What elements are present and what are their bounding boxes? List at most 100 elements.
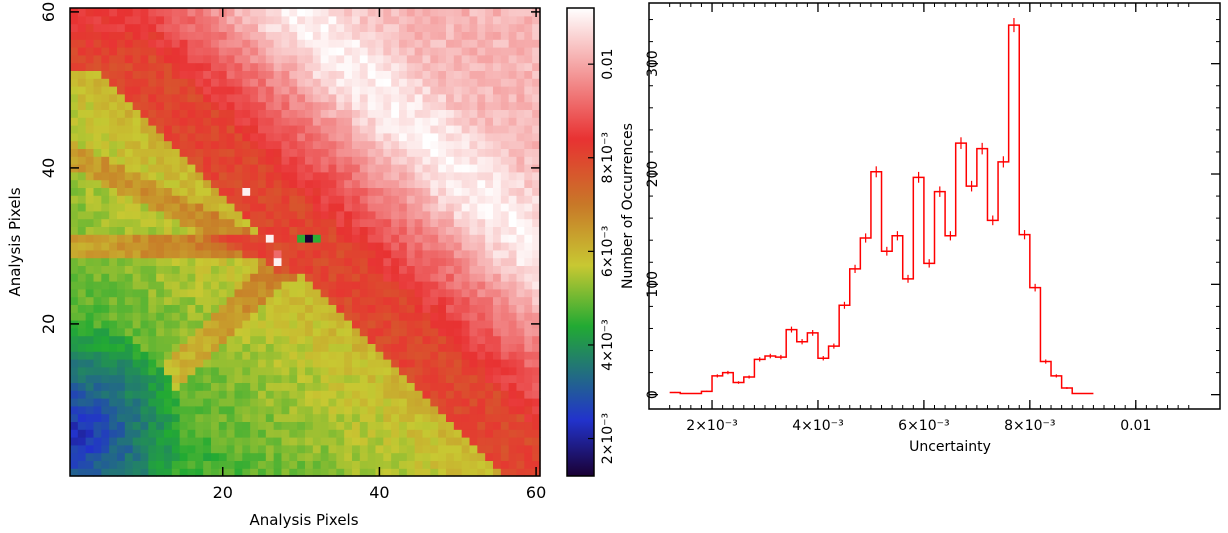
heatmap-cell <box>164 281 173 290</box>
heatmap-cell <box>171 148 181 157</box>
heatmap-cell <box>469 47 478 56</box>
heatmap-cell <box>258 304 267 313</box>
heatmap-cell <box>453 15 463 25</box>
heatmap-cell <box>438 398 447 407</box>
heatmap-cell <box>140 460 149 469</box>
heatmap-cell <box>156 421 165 430</box>
heatmap-cell <box>124 265 134 274</box>
heatmap-cell <box>148 179 157 188</box>
heatmap-cell <box>352 468 361 477</box>
heatmap-cell <box>203 335 212 344</box>
heatmap-cell <box>124 444 134 454</box>
heatmap-cell <box>289 390 298 399</box>
heatmap-cell <box>485 335 494 344</box>
heatmap-cell <box>406 226 416 235</box>
heatmap-cell <box>85 265 95 274</box>
histogram-bars <box>669 17 1094 395</box>
heatmap-cell <box>140 249 149 259</box>
heatmap-cell <box>132 281 142 290</box>
heatmap-cell <box>297 86 306 95</box>
heatmap-cell <box>179 70 189 79</box>
heatmap-cell <box>93 109 102 118</box>
heatmap-cell <box>140 140 149 149</box>
heatmap-cell <box>187 257 196 266</box>
heatmap-cell <box>187 468 196 477</box>
heatmap-cell <box>234 351 243 360</box>
heatmap-cell <box>226 210 236 220</box>
heatmap-cell <box>453 351 463 360</box>
heatmap-cell <box>203 203 212 212</box>
heatmap-cell <box>132 452 142 461</box>
heatmap-cell <box>242 148 251 157</box>
heatmap-cell <box>250 70 259 79</box>
heatmap-cell <box>124 187 134 196</box>
heatmap-cell <box>406 109 416 118</box>
heatmap-cell <box>124 203 134 212</box>
heatmap-cell <box>109 452 118 461</box>
heatmap-cell <box>508 226 518 235</box>
heatmap-cell <box>70 78 79 87</box>
heatmap-cell <box>305 460 314 469</box>
heatmap-cell <box>477 351 486 360</box>
heatmap-cell <box>242 366 251 376</box>
heatmap-cell <box>461 23 471 32</box>
heatmap-cell <box>148 148 157 157</box>
heatmap-cell <box>469 39 478 48</box>
heatmap-cell <box>375 366 384 376</box>
heatmap-cell <box>500 148 510 157</box>
heatmap-cell <box>203 234 212 243</box>
heatmap-cell <box>383 296 392 305</box>
heatmap-cell <box>187 70 196 79</box>
heatmap-cell <box>477 288 486 298</box>
heatmap-cell <box>226 374 236 383</box>
heatmap-cell <box>258 195 267 204</box>
heatmap-cell <box>453 429 463 438</box>
heatmap-cell <box>218 156 228 165</box>
heatmap-cell <box>493 195 502 204</box>
heatmap-cell <box>446 125 455 134</box>
heatmap-cell <box>383 31 392 40</box>
heatmap-cell <box>485 320 494 329</box>
heatmap-cell <box>117 359 126 368</box>
heatmap-cell <box>297 265 306 274</box>
heatmap-cell <box>367 15 377 25</box>
heatmap-cell <box>85 398 95 407</box>
heatmap-cell <box>328 257 337 266</box>
heatmap-cell <box>375 62 384 71</box>
heatmap-cell <box>77 327 87 337</box>
heatmap-cell <box>414 187 424 196</box>
heatmap-cell <box>493 452 502 461</box>
heatmap-cell <box>148 366 157 376</box>
heatmap-cell <box>117 437 126 446</box>
heatmap-cell <box>485 437 494 446</box>
heatmap-cell <box>85 31 95 40</box>
heatmap-cell <box>195 398 204 407</box>
heatmap-cell <box>297 70 306 79</box>
heatmap-cell <box>234 148 243 157</box>
heatmap-cell <box>383 78 392 87</box>
heatmap-cell <box>399 70 408 79</box>
heatmap-cell <box>493 390 502 399</box>
heatmap-cell <box>328 398 337 407</box>
heatmap-cell <box>461 187 471 196</box>
heatmap-cell <box>195 273 204 282</box>
heatmap-cell <box>524 140 533 149</box>
heatmap-cell <box>289 374 298 383</box>
heatmap-cell <box>469 203 478 212</box>
heatmap-cell <box>524 148 533 157</box>
heatmap-cell <box>375 257 384 266</box>
heatmap-cell <box>399 374 408 383</box>
heatmap-cell <box>70 47 79 56</box>
heatmap-cell <box>297 117 306 126</box>
heatmap-cell <box>493 117 502 126</box>
heatmap-cell <box>242 351 251 360</box>
heatmap-cell <box>305 320 314 329</box>
heatmap-cell <box>446 335 455 344</box>
heatmap-cell <box>140 437 149 446</box>
heatmap-cell <box>250 320 259 329</box>
heatmap-cell <box>85 382 95 391</box>
heatmap-cell <box>422 125 431 134</box>
heatmap-cell <box>156 203 165 212</box>
heatmap-cell <box>234 86 243 95</box>
